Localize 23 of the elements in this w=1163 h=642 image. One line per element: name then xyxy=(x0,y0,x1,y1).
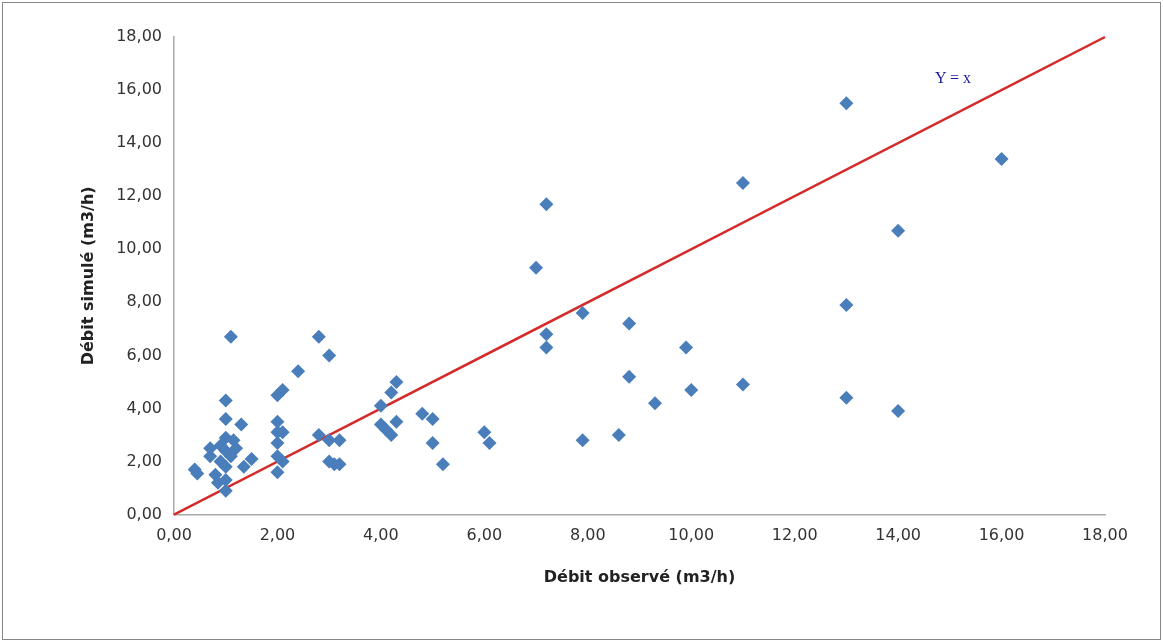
y-tick-label: 14,00 xyxy=(116,132,162,152)
x-tick-label: 16,00 xyxy=(978,525,1025,545)
y-tick-label: 10,00 xyxy=(116,238,162,258)
x-tick-label: 4,00 xyxy=(363,525,399,545)
x-tick-label: 8,00 xyxy=(569,525,606,545)
x-tick-label: 12,00 xyxy=(771,525,818,545)
y-tick-label: 2,00 xyxy=(126,450,162,470)
x-tick-label: 6,00 xyxy=(466,525,503,545)
y-tick-label: 4,00 xyxy=(126,397,162,417)
y-tick-label: 0,00 xyxy=(126,503,162,523)
y-tick-label: 12,00 xyxy=(116,185,162,205)
y-tick-label: 6,00 xyxy=(126,344,162,364)
y-tick-label: 18,00 xyxy=(116,26,162,46)
series-label: Y = x xyxy=(935,69,971,87)
x-tick-label: 14,00 xyxy=(875,525,922,545)
y-tick-label: 16,00 xyxy=(116,79,162,99)
x-tick-label: 2,00 xyxy=(259,525,296,545)
x-tick-label: 10,00 xyxy=(668,525,715,545)
x-tick-label: 18,00 xyxy=(1082,525,1128,545)
y-tick-label: 8,00 xyxy=(126,291,162,311)
x-axis-title: Débit observé (m3/h) xyxy=(543,566,736,586)
y-axis-title: Débit simulé (m3/h) xyxy=(77,186,97,366)
x-tick-label: 0,00 xyxy=(156,525,192,545)
